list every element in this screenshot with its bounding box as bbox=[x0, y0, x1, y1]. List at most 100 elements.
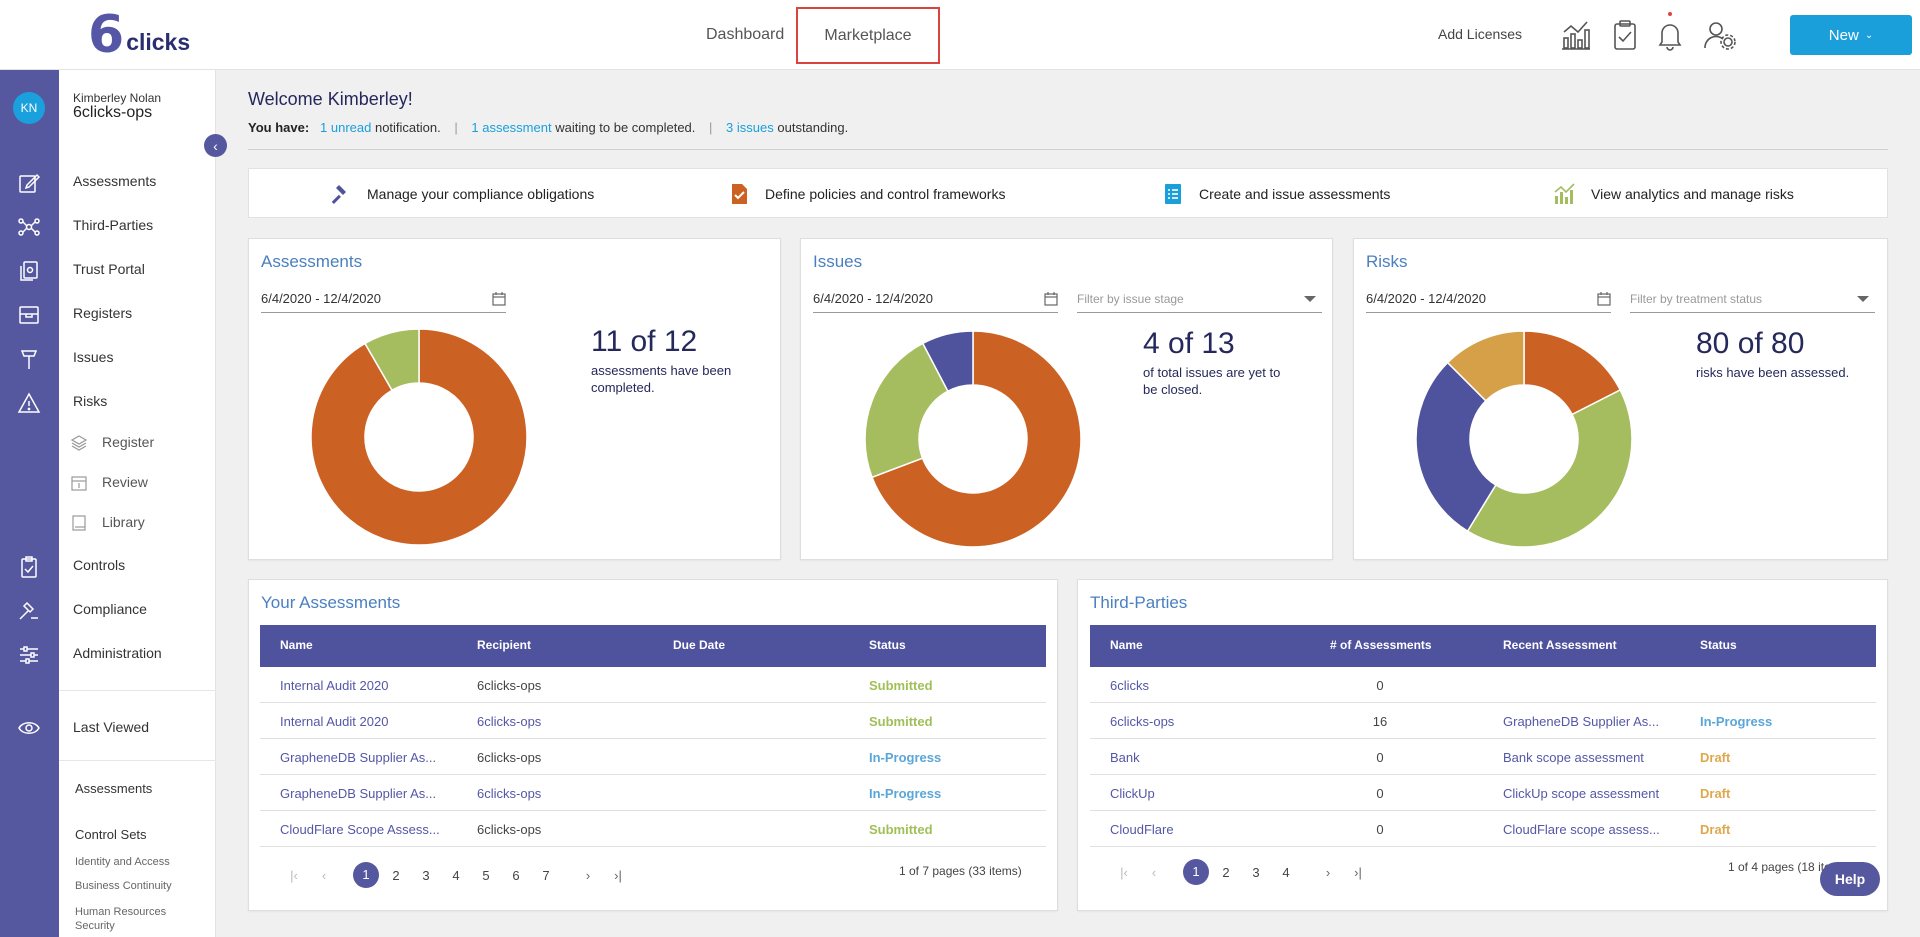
treatment-status-filter[interactable]: Filter by treatment status bbox=[1630, 285, 1875, 313]
table-row[interactable]: CloudFlare 0 CloudFlare scope assess... Dra… bbox=[1090, 811, 1876, 847]
help-button[interactable]: Help bbox=[1820, 862, 1880, 896]
calendar-icon[interactable] bbox=[1597, 291, 1611, 306]
gavel-icon[interactable] bbox=[17, 599, 41, 623]
sidebar-item-last-viewed[interactable]: Last Viewed bbox=[73, 719, 150, 735]
page-number[interactable]: 1 bbox=[351, 862, 381, 888]
donut-slice[interactable] bbox=[310, 328, 528, 546]
column-header[interactable]: Name bbox=[280, 638, 313, 652]
donut-slice[interactable] bbox=[864, 342, 949, 479]
assessment-name-link[interactable]: Internal Audit 2020 bbox=[280, 678, 389, 693]
third-party-name-link[interactable]: 6clicks-ops bbox=[1110, 714, 1175, 729]
column-header[interactable]: Status bbox=[869, 638, 906, 652]
sliders-icon[interactable] bbox=[17, 643, 41, 667]
sidebar-subitem-review[interactable]: Review bbox=[102, 474, 148, 490]
table-row[interactable]: Internal Audit 2020 6clicks-ops Submitted bbox=[260, 667, 1046, 703]
page-number[interactable]: 4 bbox=[1271, 865, 1301, 880]
documents-icon[interactable] bbox=[17, 259, 41, 283]
column-header[interactable]: Name bbox=[1110, 638, 1143, 652]
table-row[interactable]: 6clicks-ops 16 GrapheneDB Supplier As... In… bbox=[1090, 703, 1876, 739]
sidebar-subitem-register[interactable]: Register bbox=[102, 434, 155, 450]
sidebar-item-compliance[interactable]: Compliance bbox=[73, 601, 147, 617]
column-header[interactable]: # of Assessments bbox=[1330, 638, 1432, 652]
table-row[interactable]: Bank 0 Bank scope assessment Draft bbox=[1090, 739, 1876, 775]
pin-icon[interactable] bbox=[17, 347, 41, 371]
third-party-name-link[interactable]: Bank bbox=[1110, 750, 1140, 765]
column-header[interactable]: Recent Assessment bbox=[1503, 638, 1617, 652]
next-page-icon[interactable]: › bbox=[573, 868, 603, 883]
donut-slice[interactable] bbox=[363, 328, 420, 392]
page-number[interactable]: 3 bbox=[411, 868, 441, 883]
date-range-picker[interactable]: 6/4/2020 - 12/4/2020 bbox=[1366, 285, 1611, 313]
sidebar-item-administration[interactable]: Administration bbox=[73, 645, 162, 661]
user-org[interactable]: 6clicks-ops bbox=[73, 104, 153, 121]
donut-slice[interactable] bbox=[921, 330, 974, 393]
nav-dashboard[interactable]: Dashboard bbox=[706, 26, 785, 43]
sidebar-item-third-parties[interactable]: Third-Parties bbox=[73, 217, 154, 233]
column-header[interactable]: Status bbox=[1700, 638, 1737, 652]
prev-page-icon[interactable]: ‹ bbox=[1139, 865, 1169, 880]
user-settings-icon[interactable] bbox=[1703, 18, 1737, 52]
recent-item[interactable]: Human Resources Security bbox=[75, 906, 167, 932]
sidebar-subitem-library[interactable]: Library bbox=[102, 514, 145, 530]
sidebar-item-issues[interactable]: Issues bbox=[73, 349, 114, 365]
sidebar-item-assessments[interactable]: Assessments bbox=[73, 173, 157, 189]
third-party-name-link[interactable]: ClickUp bbox=[1110, 786, 1155, 801]
sidebar-item-registers[interactable]: Registers bbox=[73, 305, 133, 321]
quick-action-policies[interactable]: Define policies and control frameworks bbox=[727, 169, 1005, 219]
clipboard-icon[interactable] bbox=[17, 555, 41, 579]
assessment-name-link[interactable]: GrapheneDB Supplier As... bbox=[280, 786, 437, 801]
assessment-name-link[interactable]: CloudFlare Scope Assess... bbox=[280, 822, 440, 837]
table-row[interactable]: ClickUp 0 ClickUp scope assessment Draft bbox=[1090, 775, 1876, 811]
prev-page-icon[interactable]: ‹ bbox=[309, 868, 339, 883]
quick-action-analytics[interactable]: View analytics and manage risks bbox=[1553, 169, 1794, 219]
table-row[interactable]: 6clicks 0 bbox=[1090, 667, 1876, 703]
add-licenses-link[interactable]: Add Licenses bbox=[1438, 26, 1523, 42]
page-number[interactable]: 3 bbox=[1241, 865, 1271, 880]
first-page-icon[interactable]: |‹ bbox=[279, 868, 309, 883]
sidebar-item-trust-portal[interactable]: Trust Portal bbox=[73, 261, 145, 277]
collapse-sidebar-button[interactable]: ‹ bbox=[204, 134, 227, 157]
new-button[interactable]: New ⌄ bbox=[1790, 15, 1912, 55]
next-page-icon[interactable]: › bbox=[1313, 865, 1343, 880]
recent-assessment-link[interactable]: GrapheneDB Supplier As... bbox=[1503, 714, 1660, 729]
warning-icon[interactable] bbox=[17, 391, 41, 415]
nav-marketplace[interactable]: Marketplace bbox=[796, 7, 940, 64]
inbox-icon[interactable] bbox=[17, 303, 41, 327]
quick-action-compliance[interactable]: Manage your compliance obligations bbox=[329, 169, 594, 219]
assessment-link[interactable]: 1 assessment bbox=[471, 120, 552, 135]
unread-link[interactable]: 1 unread bbox=[320, 120, 372, 135]
donut-slice[interactable] bbox=[1466, 388, 1633, 548]
network-icon[interactable] bbox=[17, 215, 41, 239]
table-row[interactable]: GrapheneDB Supplier As... 6clicks-ops In-P… bbox=[260, 739, 1046, 775]
recent-assessment-link[interactable]: CloudFlare scope assess... bbox=[1503, 822, 1660, 837]
table-row[interactable]: Internal Audit 2020 6clicks-ops Submitted bbox=[260, 703, 1046, 739]
last-page-icon[interactable]: ›| bbox=[603, 868, 633, 883]
page-number[interactable]: 2 bbox=[1211, 865, 1241, 880]
page-number[interactable]: 7 bbox=[531, 868, 561, 883]
last-page-icon[interactable]: ›| bbox=[1343, 865, 1373, 880]
bell-icon[interactable] bbox=[1653, 18, 1687, 52]
sidebar-item-controls[interactable]: Controls bbox=[73, 557, 126, 573]
avatar[interactable]: KN bbox=[13, 92, 45, 124]
issues-link[interactable]: 3 issues bbox=[726, 120, 774, 135]
recent-item[interactable]: Business Continuity bbox=[75, 880, 172, 892]
app-logo[interactable]: 6 clicks bbox=[88, 9, 198, 61]
donut-slice[interactable] bbox=[1446, 330, 1525, 402]
page-number[interactable]: 2 bbox=[381, 868, 411, 883]
assessment-name-link[interactable]: Internal Audit 2020 bbox=[280, 714, 389, 729]
recent-item[interactable]: Identity and Access bbox=[75, 856, 170, 868]
sidebar-item-risks[interactable]: Risks bbox=[73, 393, 108, 409]
analytics-icon[interactable] bbox=[1559, 18, 1593, 52]
edit-icon[interactable] bbox=[17, 171, 41, 195]
page-number[interactable]: 5 bbox=[471, 868, 501, 883]
quick-action-assessments[interactable]: Create and issue assessments bbox=[1161, 169, 1390, 219]
first-page-icon[interactable]: |‹ bbox=[1109, 865, 1139, 880]
third-party-name-link[interactable]: 6clicks bbox=[1110, 678, 1150, 693]
calendar-icon[interactable] bbox=[492, 291, 506, 306]
donut-slice[interactable] bbox=[1415, 361, 1497, 533]
page-number[interactable]: 1 bbox=[1181, 859, 1211, 885]
date-range-picker[interactable]: 6/4/2020 - 12/4/2020 bbox=[261, 285, 506, 313]
issue-stage-filter[interactable]: Filter by issue stage bbox=[1077, 285, 1322, 313]
date-range-picker[interactable]: 6/4/2020 - 12/4/2020 bbox=[813, 285, 1058, 313]
table-row[interactable]: CloudFlare Scope Assess... 6clicks-ops Sub… bbox=[260, 811, 1046, 847]
